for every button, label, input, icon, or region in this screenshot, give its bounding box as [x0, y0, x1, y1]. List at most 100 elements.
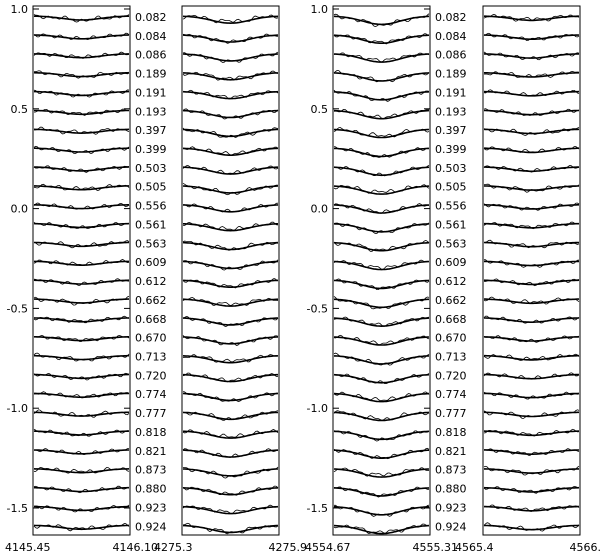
fit-profile-p4-0.556	[484, 204, 579, 210]
phase-label: 0.774	[135, 388, 167, 401]
phase-label: 0.774	[435, 388, 467, 401]
fit-profile-p4-0.082	[484, 15, 579, 22]
phase-label: 0.189	[435, 68, 467, 81]
fit-profile-p2-0.193	[182, 109, 279, 119]
phase-label: 0.561	[435, 218, 467, 231]
fit-profile-p3-0.609	[333, 260, 430, 271]
y-tick-label: -1.5	[307, 502, 328, 515]
phase-label: 0.189	[135, 68, 167, 81]
fit-profile-p3-0.924	[333, 524, 430, 535]
fit-profile-p4-0.923	[484, 505, 579, 512]
fit-profile-p4-0.668	[484, 317, 579, 323]
fit-profile-p1-0.556	[34, 204, 129, 210]
observed-profile-p3-0.189	[333, 69, 430, 83]
phase-label: 0.609	[435, 256, 467, 269]
fit-profile-p1-0.505	[34, 185, 129, 191]
phase-label: 0.818	[435, 426, 467, 439]
observed-profile-p2-0.713	[182, 354, 279, 363]
fit-profile-p3-0.084	[333, 34, 430, 44]
fit-profile-p3-0.399	[334, 147, 429, 158]
fit-profile-p3-0.612	[333, 279, 430, 290]
phase-label: 0.670	[435, 332, 467, 345]
phase-label: 0.086	[135, 49, 167, 62]
phase-label: 0.777	[435, 407, 467, 420]
fit-profile-p1-0.818	[33, 430, 130, 436]
fit-profile-p4-0.662	[484, 298, 579, 305]
observed-profile-p3-0.821	[333, 447, 430, 460]
fit-profile-p4-0.563	[483, 241, 580, 248]
observed-profile-p2-0.503	[182, 164, 279, 175]
y-tick-label: 1.0	[311, 3, 329, 16]
phase-label: 0.399	[435, 143, 467, 156]
fit-profile-p1-0.086	[34, 53, 129, 59]
phase-label: 0.662	[435, 294, 467, 307]
fit-profile-p4-0.777	[484, 411, 579, 418]
fit-profile-p3-0.923	[333, 505, 430, 516]
phase-label: 0.818	[135, 426, 167, 439]
observed-profile-p2-0.561	[182, 221, 279, 231]
fit-profile-p2-0.777	[182, 411, 279, 421]
phase-label: 0.082	[135, 11, 167, 24]
phase-label: 0.923	[135, 501, 167, 514]
fit-profile-p1-0.082	[34, 15, 129, 21]
observed-profile-p2-0.818	[182, 429, 279, 438]
phase-label: 0.191	[135, 86, 167, 99]
y-tick-label: -0.5	[307, 302, 328, 315]
phase-label: 0.777	[135, 407, 167, 420]
fit-profile-p2-0.505	[182, 185, 279, 194]
phase-label: 0.668	[435, 313, 467, 326]
fit-profile-p2-0.774	[182, 392, 279, 402]
fit-profile-p2-0.084	[182, 34, 279, 43]
observed-profile-p3-0.563	[333, 239, 430, 252]
phase-label: 0.082	[435, 11, 467, 24]
fit-profile-p1-0.397	[33, 128, 130, 135]
panel-frame-2	[181, 5, 280, 536]
panel-frames	[32, 5, 581, 536]
phase-label: 0.713	[435, 351, 467, 364]
fit-profile-p4-0.193	[484, 109, 579, 116]
fit-profile-p2-0.670	[182, 336, 279, 345]
observed-profile-p2-0.556	[182, 202, 279, 213]
phase-label: 0.923	[435, 501, 467, 514]
fit-profile-p3-0.563	[333, 241, 430, 252]
fit-profile-p1-0.662	[34, 298, 129, 304]
fit-profile-p1-0.720	[33, 373, 130, 380]
fit-profile-p4-0.670	[483, 336, 580, 342]
x-label-right-4: 4566.0	[570, 541, 600, 554]
phase-label: 0.399	[135, 143, 167, 156]
fit-profile-p1-0.563	[34, 241, 129, 248]
observed-profile-p3-0.880	[333, 486, 429, 498]
fit-profile-p1-0.609	[34, 260, 129, 266]
panel-frame-3	[332, 5, 431, 536]
fit-profile-p1-0.923	[34, 505, 129, 512]
y-tick-label: 0.5	[11, 103, 29, 116]
x-label-right-2: 4275.9	[269, 541, 308, 554]
phase-label: 0.563	[435, 237, 467, 250]
fit-profile-p3-0.818	[333, 430, 430, 441]
y-axes: 1.0 0.5 0.0 -0.5 -1.0 -1.5 1.0 0.5 0.0 -0.5 -1.0 -1…	[7, 3, 430, 515]
observed-profile-p2-0.191	[182, 89, 279, 100]
observed-profile-p4-0.505	[484, 183, 580, 193]
fit-profile-p2-0.609	[182, 260, 279, 270]
phase-label: 0.668	[135, 313, 167, 326]
fit-profile-p1-0.193	[34, 109, 129, 116]
fit-profile-p3-0.774	[333, 392, 430, 403]
observed-profile-p3-0.084	[333, 33, 430, 45]
observed-profile-p3-0.397	[333, 127, 430, 138]
y-tick-label: 1.0	[11, 3, 29, 16]
fit-profile-p3-0.880	[333, 487, 430, 497]
fit-profile-p2-0.880	[182, 487, 279, 496]
phase-label: 0.880	[435, 483, 467, 496]
fit-profile-p1-0.668	[33, 317, 130, 323]
phase-label: 0.505	[135, 181, 167, 194]
fit-profile-p2-0.818	[183, 430, 278, 439]
phase-label: 0.924	[135, 520, 167, 533]
observed-profile-p2-0.880	[182, 485, 279, 496]
phase-label: 0.873	[435, 464, 467, 477]
x-label-left-4: 4565.4	[455, 541, 494, 554]
fit-profile-p3-0.668	[333, 317, 430, 328]
fit-profile-p1-0.880	[34, 486, 129, 493]
phase-labels: 0.082 0.084 0.086 0.189 0.191 0.193 0.397 0.399…	[135, 11, 467, 533]
